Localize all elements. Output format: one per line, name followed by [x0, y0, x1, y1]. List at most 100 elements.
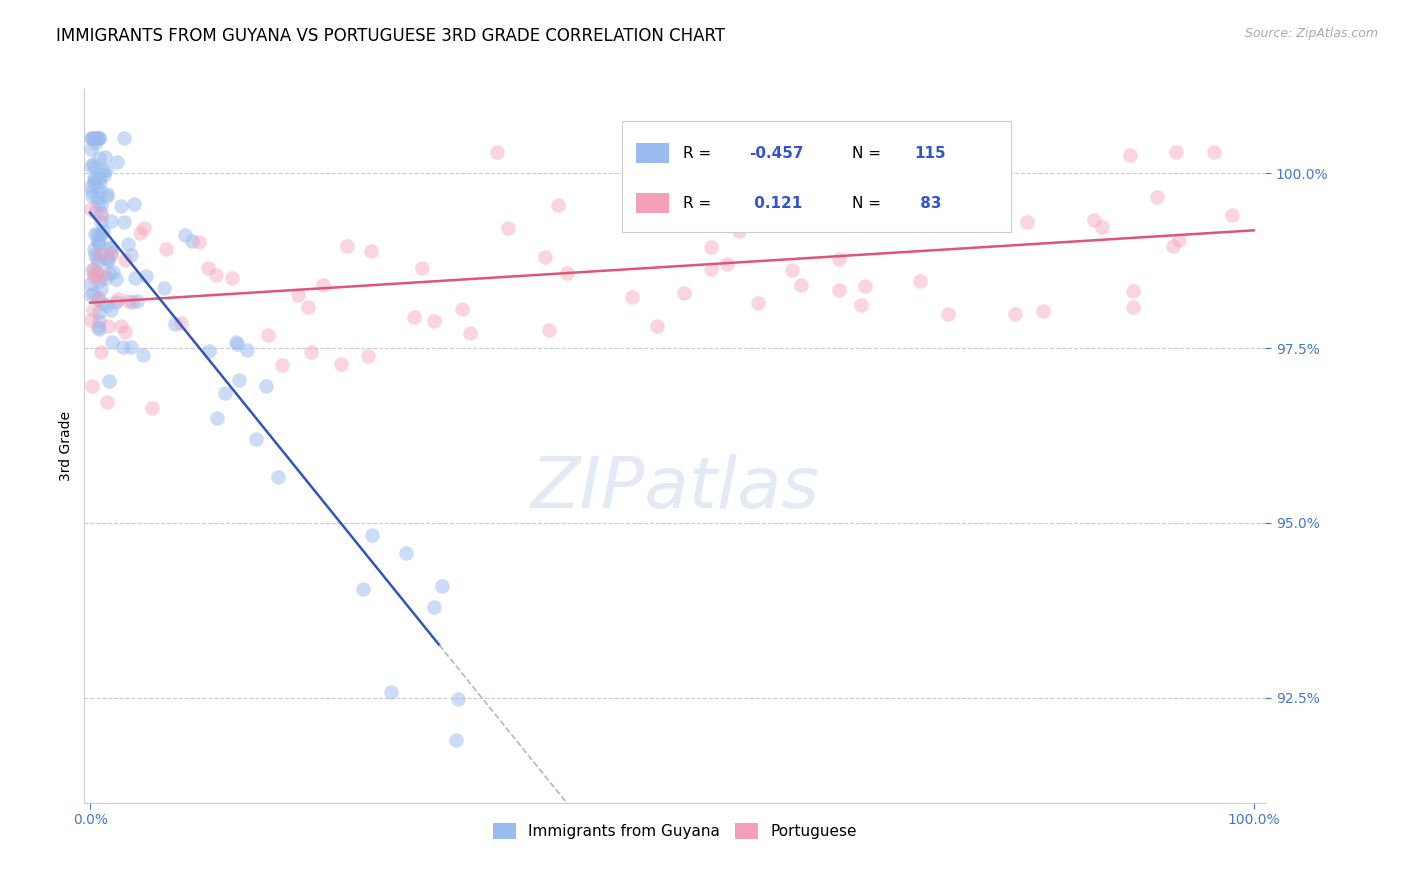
Point: [110, 319, 132, 334]
Point: [681, 198, 703, 212]
Point: [204, 268, 226, 283]
Point: [80, 131, 103, 145]
Point: [135, 268, 157, 283]
Point: [82, 302, 104, 317]
Point: [112, 131, 135, 145]
Point: [80, 202, 103, 216]
Point: [124, 271, 146, 285]
Bar: [636, 144, 669, 163]
Point: [214, 386, 236, 401]
Point: [132, 220, 155, 235]
Point: [1032, 304, 1054, 318]
Point: [91, 268, 114, 283]
Point: [101, 335, 124, 350]
Point: [79, 277, 101, 292]
Point: [86, 265, 108, 279]
Point: [1119, 148, 1142, 162]
Point: [82, 156, 104, 170]
Point: [180, 234, 202, 248]
Point: [887, 146, 910, 161]
Point: [747, 296, 769, 310]
Point: [87, 131, 110, 145]
Point: [120, 248, 142, 262]
Point: [87, 321, 110, 335]
Text: 83: 83: [915, 196, 941, 211]
Point: [97, 252, 120, 267]
Text: N =: N =: [852, 146, 886, 161]
Point: [163, 318, 186, 332]
Point: [855, 279, 877, 293]
Text: ZIPatlas: ZIPatlas: [530, 454, 820, 524]
Point: [83, 175, 105, 189]
Point: [1220, 208, 1243, 222]
Point: [105, 154, 128, 169]
Point: [299, 344, 322, 359]
Point: [198, 344, 221, 359]
Point: [87, 304, 110, 318]
Point: [221, 271, 243, 285]
Point: [1202, 145, 1225, 160]
Text: R =: R =: [683, 196, 716, 211]
Point: [538, 323, 561, 337]
Point: [90, 198, 112, 212]
Point: [254, 378, 277, 392]
Point: [84, 131, 107, 145]
Point: [93, 168, 115, 182]
Point: [96, 186, 118, 201]
Point: [83, 268, 105, 282]
Point: [91, 223, 114, 237]
Point: [152, 281, 174, 295]
Point: [83, 242, 105, 256]
Point: [112, 215, 135, 229]
Point: [112, 340, 135, 354]
Point: [82, 263, 104, 277]
Point: [790, 278, 813, 293]
Point: [141, 401, 163, 416]
Point: [533, 250, 555, 264]
Point: [117, 236, 139, 251]
Point: [1083, 212, 1105, 227]
Point: [1091, 219, 1114, 234]
Point: [100, 246, 122, 260]
Point: [450, 301, 472, 316]
Point: [89, 184, 111, 198]
Text: 0.121: 0.121: [749, 196, 803, 211]
Point: [87, 237, 110, 252]
Point: [87, 320, 110, 334]
Point: [205, 411, 228, 425]
Point: [91, 295, 114, 310]
Point: [98, 266, 121, 280]
Point: [87, 292, 110, 306]
Point: [1015, 215, 1038, 229]
Text: Source: ZipAtlas.com: Source: ZipAtlas.com: [1244, 27, 1378, 40]
Point: [422, 314, 444, 328]
Point: [87, 235, 110, 250]
Point: [84, 179, 107, 194]
Point: [90, 227, 112, 241]
Point: [89, 151, 111, 165]
Point: [699, 239, 721, 253]
Point: [90, 209, 112, 223]
Point: [621, 289, 644, 303]
Point: [98, 374, 121, 388]
Text: -0.457: -0.457: [749, 146, 804, 161]
Point: [86, 254, 108, 268]
Point: [80, 178, 103, 193]
Point: [716, 257, 738, 271]
Point: [83, 227, 105, 242]
Point: [910, 274, 932, 288]
Point: [402, 310, 425, 324]
Point: [80, 288, 103, 302]
Legend: Immigrants from Guyana, Portuguese: Immigrants from Guyana, Portuguese: [486, 817, 863, 845]
Point: [395, 546, 418, 560]
Point: [547, 198, 569, 212]
Point: [89, 228, 111, 243]
Point: [96, 298, 118, 312]
Point: [458, 326, 481, 340]
Text: N =: N =: [852, 196, 886, 211]
Point: [84, 160, 107, 174]
Point: [352, 582, 374, 596]
Point: [86, 227, 108, 241]
Point: [173, 227, 195, 242]
Point: [96, 395, 118, 409]
